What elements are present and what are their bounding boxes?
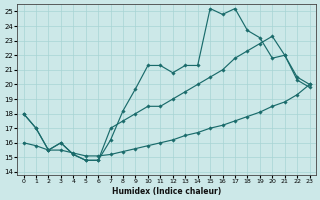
- X-axis label: Humidex (Indice chaleur): Humidex (Indice chaleur): [112, 187, 221, 196]
